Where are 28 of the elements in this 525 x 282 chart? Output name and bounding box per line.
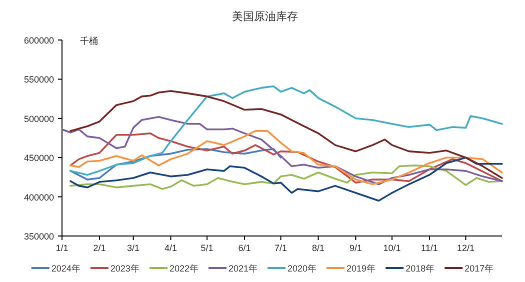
y-tick-label: 550000 — [24, 74, 54, 85]
y-tick-label: 500000 — [24, 114, 54, 124]
x-tick-label: 10/1 — [383, 243, 401, 253]
legend-label: 2018年 — [406, 264, 435, 274]
y-tick-label: 450000 — [24, 153, 54, 164]
legend-label: 2023年 — [110, 264, 140, 274]
legend-label: 2019年 — [346, 264, 376, 274]
x-tick-label: 9/1 — [349, 243, 362, 253]
x-tick-label: 6/1 — [238, 243, 251, 253]
x-tick-label: 5/1 — [200, 243, 214, 253]
x-tick-label: 3/1 — [127, 243, 140, 253]
legend-label: 2020年 — [288, 264, 317, 274]
x-tick-label: 2/1 — [93, 243, 106, 253]
x-tick-label: 11/1 — [421, 243, 438, 253]
y-axis-title: 千桶 — [80, 36, 98, 46]
legend-label: 2024年 — [51, 264, 80, 274]
y-tick-label: 600000 — [24, 36, 54, 46]
legend-label: 2017年 — [464, 264, 494, 274]
x-tick-label: 12/1 — [456, 243, 474, 253]
x-tick-label: 1/1 — [56, 243, 68, 253]
x-tick-label: 4/1 — [164, 243, 178, 253]
x-tick-label: 7/1 — [274, 243, 288, 253]
legend-label: 2021年 — [228, 264, 258, 274]
x-tick-label: 8/1 — [312, 243, 325, 253]
y-tick-label: 400000 — [24, 192, 54, 202]
legend-label: 2022年 — [169, 264, 198, 274]
y-tick-label: 350000 — [24, 232, 54, 242]
chart-title: 美国原油库存 — [232, 10, 298, 23]
